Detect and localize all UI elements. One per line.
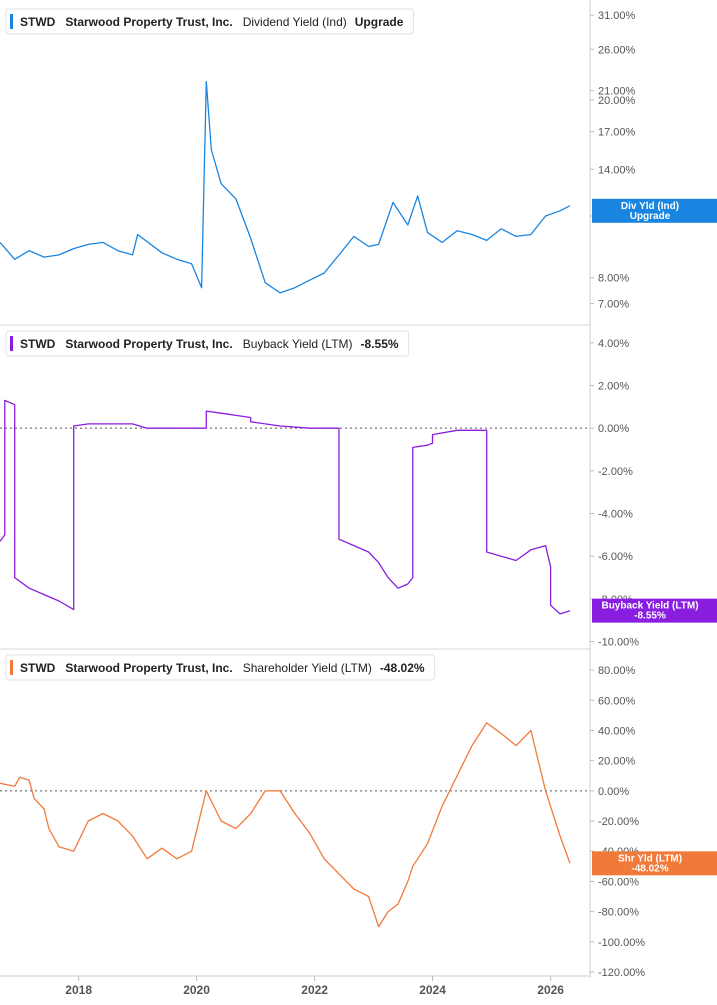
x-axis: 2018 2020 2022 2024 2026 bbox=[0, 975, 590, 997]
y-tick-label: -60.00% bbox=[598, 876, 639, 888]
y-tick-label: 14.00% bbox=[598, 164, 636, 176]
legend-company: Starwood Property Trust, Inc. bbox=[65, 337, 232, 351]
legend-current-value: Upgrade bbox=[355, 15, 404, 29]
y-tick-label: 0.00% bbox=[598, 423, 629, 435]
y-tick-label: -20.00% bbox=[598, 816, 639, 828]
badge-label: Div Yld (Ind) bbox=[621, 201, 679, 212]
legend-current-value: -48.02% bbox=[380, 661, 425, 675]
legend-current-value: -8.55% bbox=[361, 337, 399, 351]
badge-label: Buyback Yield (LTM) bbox=[601, 601, 698, 612]
y-tick-label: 21.00% bbox=[598, 86, 636, 98]
current-value-badge: Shr Yld (LTM)-48.02% bbox=[592, 851, 717, 876]
chart-panel-2: 4.00%2.00%0.00%-2.00%-4.00%-6.00%-8.00%-… bbox=[0, 330, 717, 649]
legend-color-swatch bbox=[10, 336, 13, 351]
legend-box bbox=[5, 330, 410, 357]
legend-ticker: STWD bbox=[20, 661, 56, 675]
y-tick-label: -6.00% bbox=[598, 551, 633, 563]
legend-box bbox=[5, 8, 414, 35]
legend-color-swatch bbox=[10, 660, 13, 675]
legend-ticker: STWD bbox=[20, 15, 56, 29]
y-tick-label: 80.00% bbox=[598, 665, 636, 677]
y-tick-label: -100.00% bbox=[598, 937, 645, 949]
badge-background bbox=[592, 851, 717, 876]
badge-background bbox=[592, 198, 717, 223]
badge-label: -8.55% bbox=[634, 611, 666, 622]
legend-box bbox=[5, 654, 436, 681]
y-tick-label: 40.00% bbox=[598, 725, 636, 737]
x-tick-label: 2022 bbox=[301, 983, 328, 997]
legend-metric: Shareholder Yield (LTM) bbox=[243, 661, 372, 675]
series-line bbox=[0, 399, 571, 615]
y-tick-label: 17.00% bbox=[598, 127, 636, 139]
chart-panel-1: 31.00%26.00%21.00%20.00%17.00%14.00%11.0… bbox=[0, 8, 717, 311]
series-line bbox=[0, 722, 571, 928]
badge-background bbox=[592, 598, 717, 623]
y-tick-label: 4.00% bbox=[598, 338, 629, 350]
badge-label: Shr Yld (LTM) bbox=[618, 853, 682, 864]
y-tick-label: 8.00% bbox=[598, 273, 629, 285]
y-tick-label: -80.00% bbox=[598, 907, 639, 919]
x-tick-label: 2018 bbox=[65, 983, 92, 997]
legend-company: Starwood Property Trust, Inc. bbox=[65, 15, 232, 29]
y-tick-label: 60.00% bbox=[598, 695, 636, 707]
x-tick-label: 2020 bbox=[183, 983, 210, 997]
y-tick-label: -4.00% bbox=[598, 509, 633, 521]
y-tick-label: -120.00% bbox=[598, 967, 645, 979]
x-tick-label: 2026 bbox=[537, 983, 564, 997]
current-value-badge: Buyback Yield (LTM)-8.55% bbox=[592, 598, 717, 623]
y-tick-label: -2.00% bbox=[598, 466, 633, 478]
y-tick-label: 0.00% bbox=[598, 786, 629, 798]
y-tick-label: 20.00% bbox=[598, 95, 636, 107]
legend-company: Starwood Property Trust, Inc. bbox=[65, 661, 232, 675]
y-tick-label: -10.00% bbox=[598, 637, 639, 649]
y-tick-label: 20.00% bbox=[598, 756, 636, 768]
y-tick-label: 26.00% bbox=[598, 44, 636, 56]
legend-metric: Dividend Yield (Ind) bbox=[243, 15, 347, 29]
badge-label: -48.02% bbox=[631, 863, 668, 874]
x-tick-label: 2024 bbox=[419, 983, 446, 997]
legend-color-swatch bbox=[10, 14, 13, 29]
current-value-badge: Div Yld (Ind)Upgrade bbox=[592, 198, 717, 223]
legend-ticker: STWD bbox=[20, 337, 56, 351]
badge-label: Upgrade bbox=[630, 211, 671, 222]
y-tick-label: 31.00% bbox=[598, 10, 636, 22]
legend-metric: Buyback Yield (LTM) bbox=[243, 337, 353, 351]
y-tick-label: 2.00% bbox=[598, 380, 629, 392]
y-tick-label: 7.00% bbox=[598, 299, 629, 311]
chart-panel-3: 80.00%60.00%40.00%20.00%0.00%-20.00%-40.… bbox=[0, 654, 717, 979]
series-line bbox=[0, 80, 571, 294]
